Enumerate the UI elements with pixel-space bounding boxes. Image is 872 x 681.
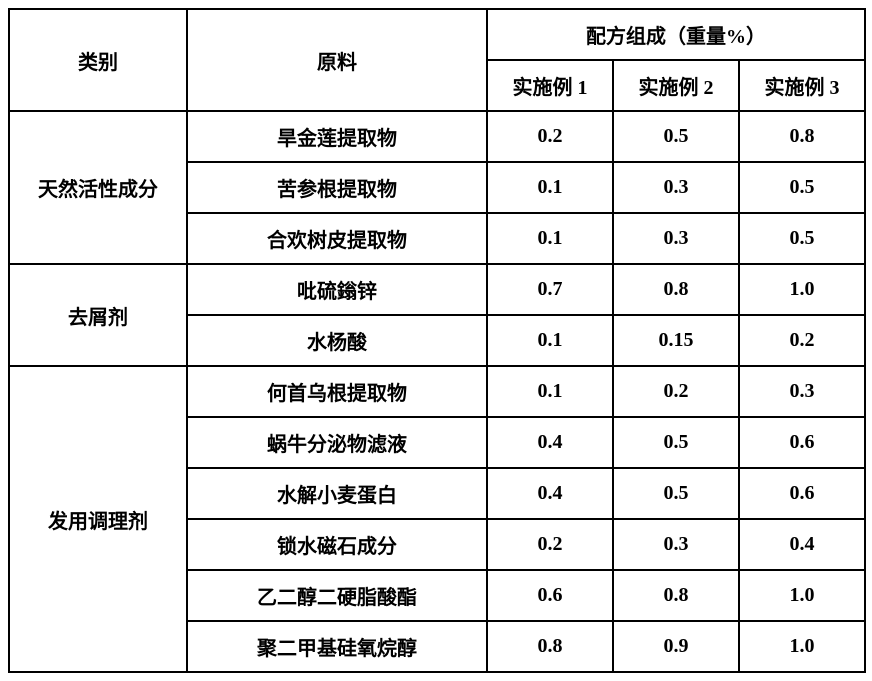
value-cell: 0.1 — [487, 213, 613, 264]
table-row: 去屑剂 吡硫鎓锌 0.7 0.8 1.0 — [9, 264, 865, 315]
value-cell: 0.1 — [487, 315, 613, 366]
value-cell: 0.5 — [739, 213, 865, 264]
value-cell: 1.0 — [739, 621, 865, 672]
material-cell: 旱金莲提取物 — [187, 111, 487, 162]
formula-table: 类别 原料 配方组成（重量%） 实施例 1 实施例 2 实施例 3 天然活性成分… — [8, 8, 866, 673]
header-category: 类别 — [9, 9, 187, 111]
value-cell: 0.4 — [487, 468, 613, 519]
value-cell: 0.6 — [739, 417, 865, 468]
header-material: 原料 — [187, 9, 487, 111]
header-example2: 实施例 2 — [613, 60, 739, 111]
material-cell: 苦参根提取物 — [187, 162, 487, 213]
value-cell: 0.5 — [613, 468, 739, 519]
value-cell: 0.1 — [487, 366, 613, 417]
value-cell: 0.8 — [613, 264, 739, 315]
value-cell: 0.3 — [613, 213, 739, 264]
value-cell: 0.3 — [613, 519, 739, 570]
table-row: 发用调理剂 何首乌根提取物 0.1 0.2 0.3 — [9, 366, 865, 417]
value-cell: 0.6 — [487, 570, 613, 621]
value-cell: 0.5 — [613, 417, 739, 468]
header-example3: 实施例 3 — [739, 60, 865, 111]
material-cell: 何首乌根提取物 — [187, 366, 487, 417]
material-cell: 乙二醇二硬脂酸酯 — [187, 570, 487, 621]
value-cell: 0.15 — [613, 315, 739, 366]
material-cell: 聚二甲基硅氧烷醇 — [187, 621, 487, 672]
value-cell: 0.4 — [739, 519, 865, 570]
value-cell: 0.2 — [487, 111, 613, 162]
value-cell: 0.2 — [613, 366, 739, 417]
value-cell: 1.0 — [739, 264, 865, 315]
header-composition: 配方组成（重量%） — [487, 9, 865, 60]
value-cell: 0.3 — [739, 366, 865, 417]
header-row-1: 类别 原料 配方组成（重量%） — [9, 9, 865, 60]
category-cell: 发用调理剂 — [9, 366, 187, 672]
value-cell: 0.7 — [487, 264, 613, 315]
value-cell: 0.3 — [613, 162, 739, 213]
value-cell: 0.5 — [739, 162, 865, 213]
value-cell: 0.8 — [487, 621, 613, 672]
value-cell: 0.6 — [739, 468, 865, 519]
material-cell: 蜗牛分泌物滤液 — [187, 417, 487, 468]
value-cell: 0.8 — [613, 570, 739, 621]
category-cell: 去屑剂 — [9, 264, 187, 366]
material-cell: 锁水磁石成分 — [187, 519, 487, 570]
table-row: 天然活性成分 旱金莲提取物 0.2 0.5 0.8 — [9, 111, 865, 162]
value-cell: 0.2 — [739, 315, 865, 366]
value-cell: 0.2 — [487, 519, 613, 570]
header-example1: 实施例 1 — [487, 60, 613, 111]
material-cell: 合欢树皮提取物 — [187, 213, 487, 264]
value-cell: 0.4 — [487, 417, 613, 468]
value-cell: 0.8 — [739, 111, 865, 162]
category-cell: 天然活性成分 — [9, 111, 187, 264]
value-cell: 0.9 — [613, 621, 739, 672]
value-cell: 0.5 — [613, 111, 739, 162]
material-cell: 水杨酸 — [187, 315, 487, 366]
material-cell: 吡硫鎓锌 — [187, 264, 487, 315]
material-cell: 水解小麦蛋白 — [187, 468, 487, 519]
value-cell: 0.1 — [487, 162, 613, 213]
value-cell: 1.0 — [739, 570, 865, 621]
table-body: 类别 原料 配方组成（重量%） 实施例 1 实施例 2 实施例 3 天然活性成分… — [9, 9, 865, 672]
